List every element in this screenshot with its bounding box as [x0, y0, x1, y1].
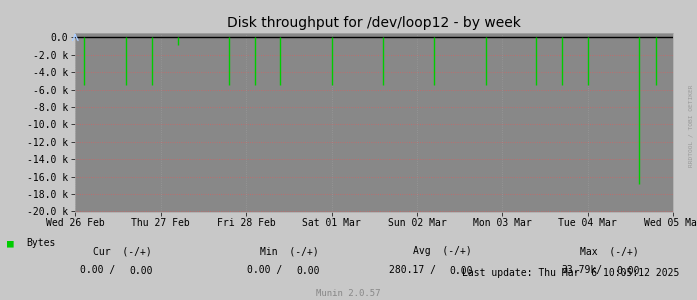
Text: 0.00: 0.00: [617, 266, 641, 275]
Text: 0.00 /: 0.00 /: [247, 266, 282, 275]
Text: 0.00 /: 0.00 /: [79, 266, 115, 275]
Text: 0.00: 0.00: [129, 266, 153, 275]
Text: 280.17 /: 280.17 /: [389, 266, 436, 275]
Text: 0.00: 0.00: [450, 266, 473, 275]
Text: Cur  (-/+): Cur (-/+): [93, 246, 151, 256]
Text: ■: ■: [7, 238, 14, 248]
Text: Avg  (-/+): Avg (-/+): [413, 246, 472, 256]
Text: 0.00: 0.00: [296, 266, 320, 275]
Text: Min  (-/+): Min (-/+): [260, 246, 319, 256]
Text: Bytes: Bytes: [26, 238, 56, 248]
Text: Last update: Thu Mar  6 10:05:12 2025: Last update: Thu Mar 6 10:05:12 2025: [462, 268, 680, 278]
Text: 33.79k/: 33.79k/: [562, 266, 603, 275]
Text: Max  (-/+): Max (-/+): [581, 246, 639, 256]
Text: Munin 2.0.57: Munin 2.0.57: [316, 290, 381, 298]
Title: Disk throughput for /dev/loop12 - by week: Disk throughput for /dev/loop12 - by wee…: [227, 16, 521, 30]
Text: RRDTOOL / TOBI OETIKER: RRDTOOL / TOBI OETIKER: [689, 85, 694, 167]
